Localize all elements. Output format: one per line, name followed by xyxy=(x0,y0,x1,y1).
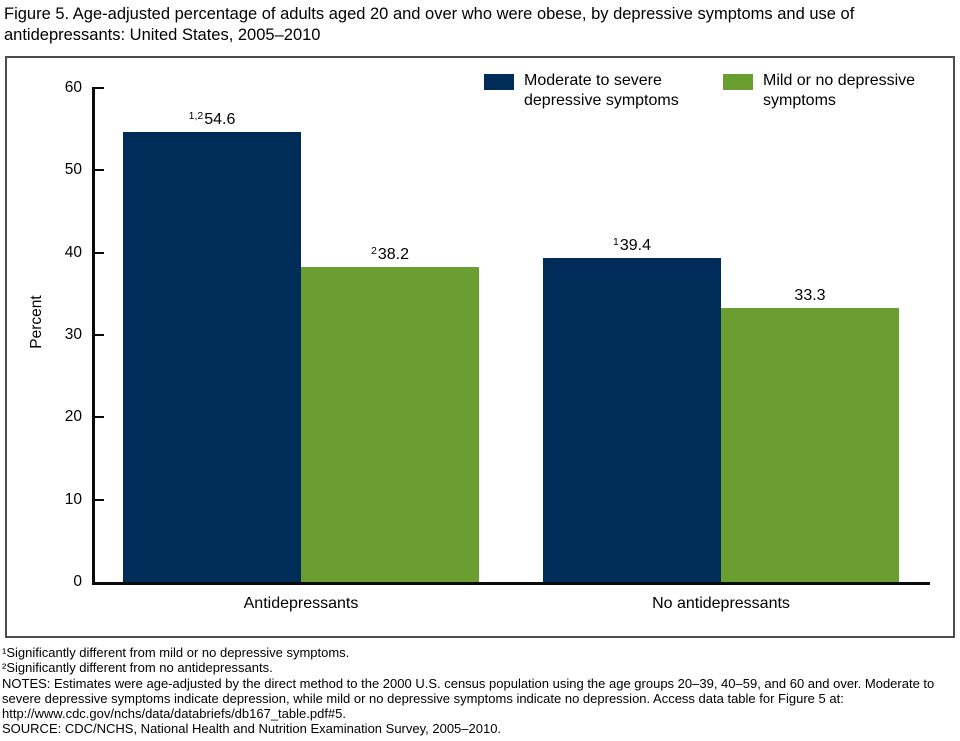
x-category-label-no-antidepressants: No antidepressants xyxy=(652,595,790,612)
figure-title: Figure 5. Age-adjusted percentage of adu… xyxy=(4,5,855,44)
footnotes: ¹Significantly different from mild or no… xyxy=(2,645,958,737)
bar-series1-group0 xyxy=(301,267,479,582)
chart-panel: Percent Antidepressants No antidepressan… xyxy=(5,56,955,638)
y-axis-line xyxy=(92,88,95,585)
legend-label: Mild or no depressive symptoms xyxy=(763,72,916,109)
legend-item-mild-or-no: Mild or no depressive symptoms xyxy=(723,71,931,110)
bar-series0-group1 xyxy=(543,257,721,582)
legend-swatch xyxy=(484,74,514,90)
y-axis-tick xyxy=(92,498,104,501)
x-axis-line xyxy=(92,582,930,585)
bar-value-superscript: 1,2 xyxy=(188,110,204,123)
y-axis-tick-label: 50 xyxy=(64,161,82,179)
legend-item-moderate-to-severe: Moderate to severe depressive symptoms xyxy=(484,71,684,110)
notes-text: NOTES: Estimates were age-adjusted by th… xyxy=(2,675,935,722)
y-axis-tick xyxy=(92,334,104,336)
bar-value-label: 139.4 xyxy=(613,235,651,254)
bar-value-superscript: 2 xyxy=(371,245,377,258)
y-axis-tick xyxy=(92,169,104,172)
y-axis-tick-label: 0 xyxy=(73,573,82,590)
bar-value-label: 33.3 xyxy=(794,286,826,304)
legend-label: Moderate to severe depressive symptoms xyxy=(524,72,679,109)
legend-swatch xyxy=(723,74,753,90)
footnote-1: ¹Significantly different from mild or no… xyxy=(2,645,350,660)
y-axis-tick-label: 60 xyxy=(64,79,82,96)
bar-value-label: 1,254.6 xyxy=(188,110,236,129)
y-axis-tick-label: 40 xyxy=(64,243,82,261)
x-category-label-antidepressants: Antidepressants xyxy=(243,595,359,612)
y-axis-tick xyxy=(92,251,104,254)
y-axis-tick xyxy=(92,416,104,419)
bar-series0-group0 xyxy=(123,132,301,582)
plot-area: Percent Antidepressants No antidepressan… xyxy=(7,58,953,636)
bar-value-label: 238.2 xyxy=(371,245,409,264)
y-axis-tick xyxy=(92,87,104,89)
y-axis-tick-label: 30 xyxy=(64,326,82,343)
bar-value-superscript: 1 xyxy=(613,235,619,248)
y-axis-tick-label: 20 xyxy=(64,408,82,426)
footnote-2: ²Significantly different from no antidep… xyxy=(2,660,273,676)
y-axis-tick-label: 10 xyxy=(64,490,82,508)
bar-series1-group1 xyxy=(721,307,899,582)
source-text: SOURCE: CDC/NCHS, National Health and Nu… xyxy=(2,721,502,737)
